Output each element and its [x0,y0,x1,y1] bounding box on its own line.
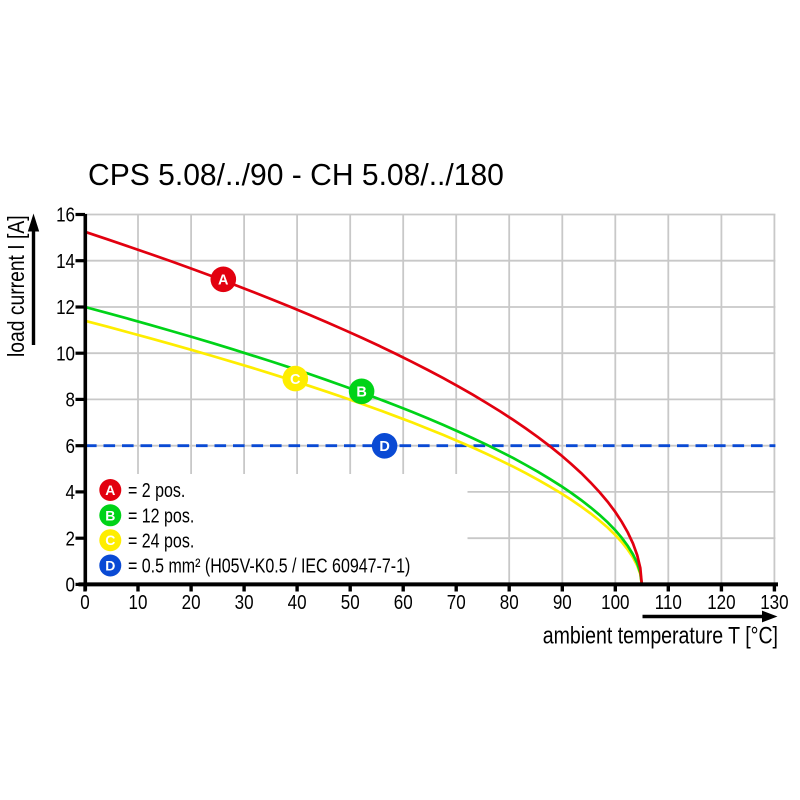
svg-text:16: 16 [56,203,75,226]
svg-text:40: 40 [288,591,307,614]
svg-text:6: 6 [66,435,75,458]
svg-text:CPS 5.08/../90 - CH 5.08/../18: CPS 5.08/../90 - CH 5.08/../180 [88,158,504,193]
svg-text:100: 100 [601,591,629,614]
svg-text:0: 0 [80,591,89,614]
svg-text:10: 10 [129,591,148,614]
svg-text:8: 8 [66,388,75,411]
svg-text:= 12 pos.: = 12 pos. [128,505,194,527]
svg-text:130: 130 [760,591,788,614]
svg-text:C: C [290,372,301,388]
svg-text:4: 4 [66,481,75,504]
svg-text:10: 10 [56,342,75,365]
svg-text:A: A [105,482,115,498]
svg-text:12: 12 [56,296,75,319]
svg-text:80: 80 [500,591,519,614]
svg-text:120: 120 [707,591,735,614]
svg-text:0: 0 [66,573,75,596]
svg-text:ambient temperature T [°C]: ambient temperature T [°C] [543,622,778,649]
svg-text:20: 20 [182,591,201,614]
svg-text:B: B [356,385,366,401]
svg-text:D: D [105,558,115,574]
svg-text:= 0.5 mm² (H05V-K0.5 / IEC 609: = 0.5 mm² (H05V-K0.5 / IEC 60947-7-1) [128,555,410,577]
svg-text:30: 30 [235,591,254,614]
svg-text:B: B [105,507,115,523]
svg-text:14: 14 [56,250,75,273]
svg-text:D: D [379,439,389,455]
svg-text:2: 2 [66,527,75,550]
svg-text:load current I [A]: load current I [A] [5,215,30,357]
svg-text:50: 50 [341,591,360,614]
svg-text:70: 70 [447,591,466,614]
svg-text:60: 60 [394,591,413,614]
svg-text:A: A [218,273,229,289]
svg-text:= 24 pos.: = 24 pos. [128,530,194,552]
svg-text:90: 90 [553,591,572,614]
svg-text:C: C [105,532,115,548]
svg-text:110: 110 [655,591,682,614]
svg-text:= 2 pos.: = 2 pos. [128,480,185,502]
